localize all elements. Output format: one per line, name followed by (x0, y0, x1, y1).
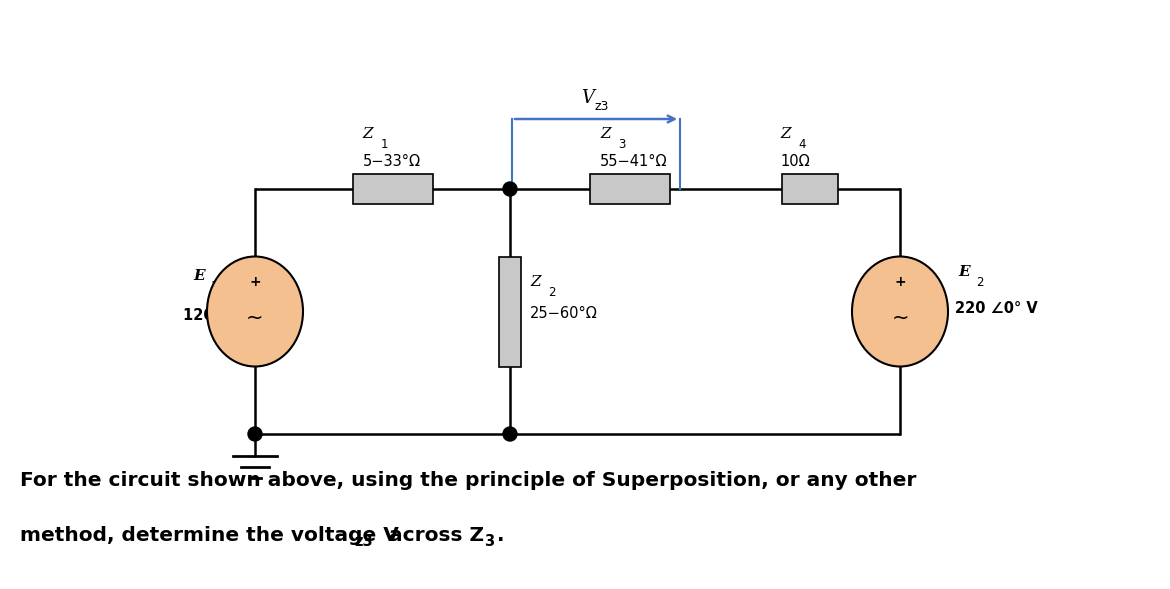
Circle shape (503, 182, 517, 196)
Text: 10Ω: 10Ω (780, 154, 810, 169)
Text: Z: Z (530, 276, 541, 290)
Text: .: . (497, 526, 504, 545)
Text: 55−41°Ω: 55−41°Ω (600, 154, 668, 169)
Text: V: V (581, 89, 594, 107)
Circle shape (503, 427, 517, 441)
Bar (352, 174, 433, 204)
Text: across Z: across Z (381, 526, 484, 545)
Ellipse shape (852, 256, 948, 366)
Text: z3: z3 (596, 100, 610, 113)
Text: ~: ~ (892, 307, 909, 327)
Text: 220 ∠0° V: 220 ∠0° V (955, 302, 1038, 316)
Text: 3: 3 (618, 138, 626, 151)
Text: 120 ∠0° V: 120 ∠0° V (183, 309, 266, 323)
Text: 2: 2 (976, 276, 984, 290)
Text: Z: Z (363, 127, 373, 141)
Bar (590, 174, 670, 204)
Text: 1: 1 (211, 280, 219, 293)
Text: For the circuit shown above, using the principle of Superposition, or any other: For the circuit shown above, using the p… (20, 471, 916, 490)
Text: 1: 1 (380, 138, 388, 151)
Text: 2: 2 (548, 286, 556, 299)
Text: 4: 4 (798, 138, 805, 151)
Text: Z: Z (600, 127, 611, 141)
Text: E: E (193, 270, 205, 283)
Text: method, determine the voltage V: method, determine the voltage V (20, 526, 399, 545)
Text: 25−60°Ω: 25−60°Ω (530, 306, 598, 322)
Text: ~: ~ (246, 307, 263, 327)
Text: +: + (894, 274, 906, 289)
Text: E: E (958, 266, 970, 280)
Text: Z: Z (780, 127, 791, 141)
Text: +: + (249, 274, 261, 289)
Text: 3: 3 (484, 534, 494, 549)
Bar (498, 256, 521, 366)
Bar (783, 174, 838, 204)
Text: z3: z3 (355, 534, 373, 549)
Circle shape (248, 427, 262, 441)
Ellipse shape (207, 256, 303, 366)
Text: 5−33°Ω: 5−33°Ω (363, 154, 420, 169)
